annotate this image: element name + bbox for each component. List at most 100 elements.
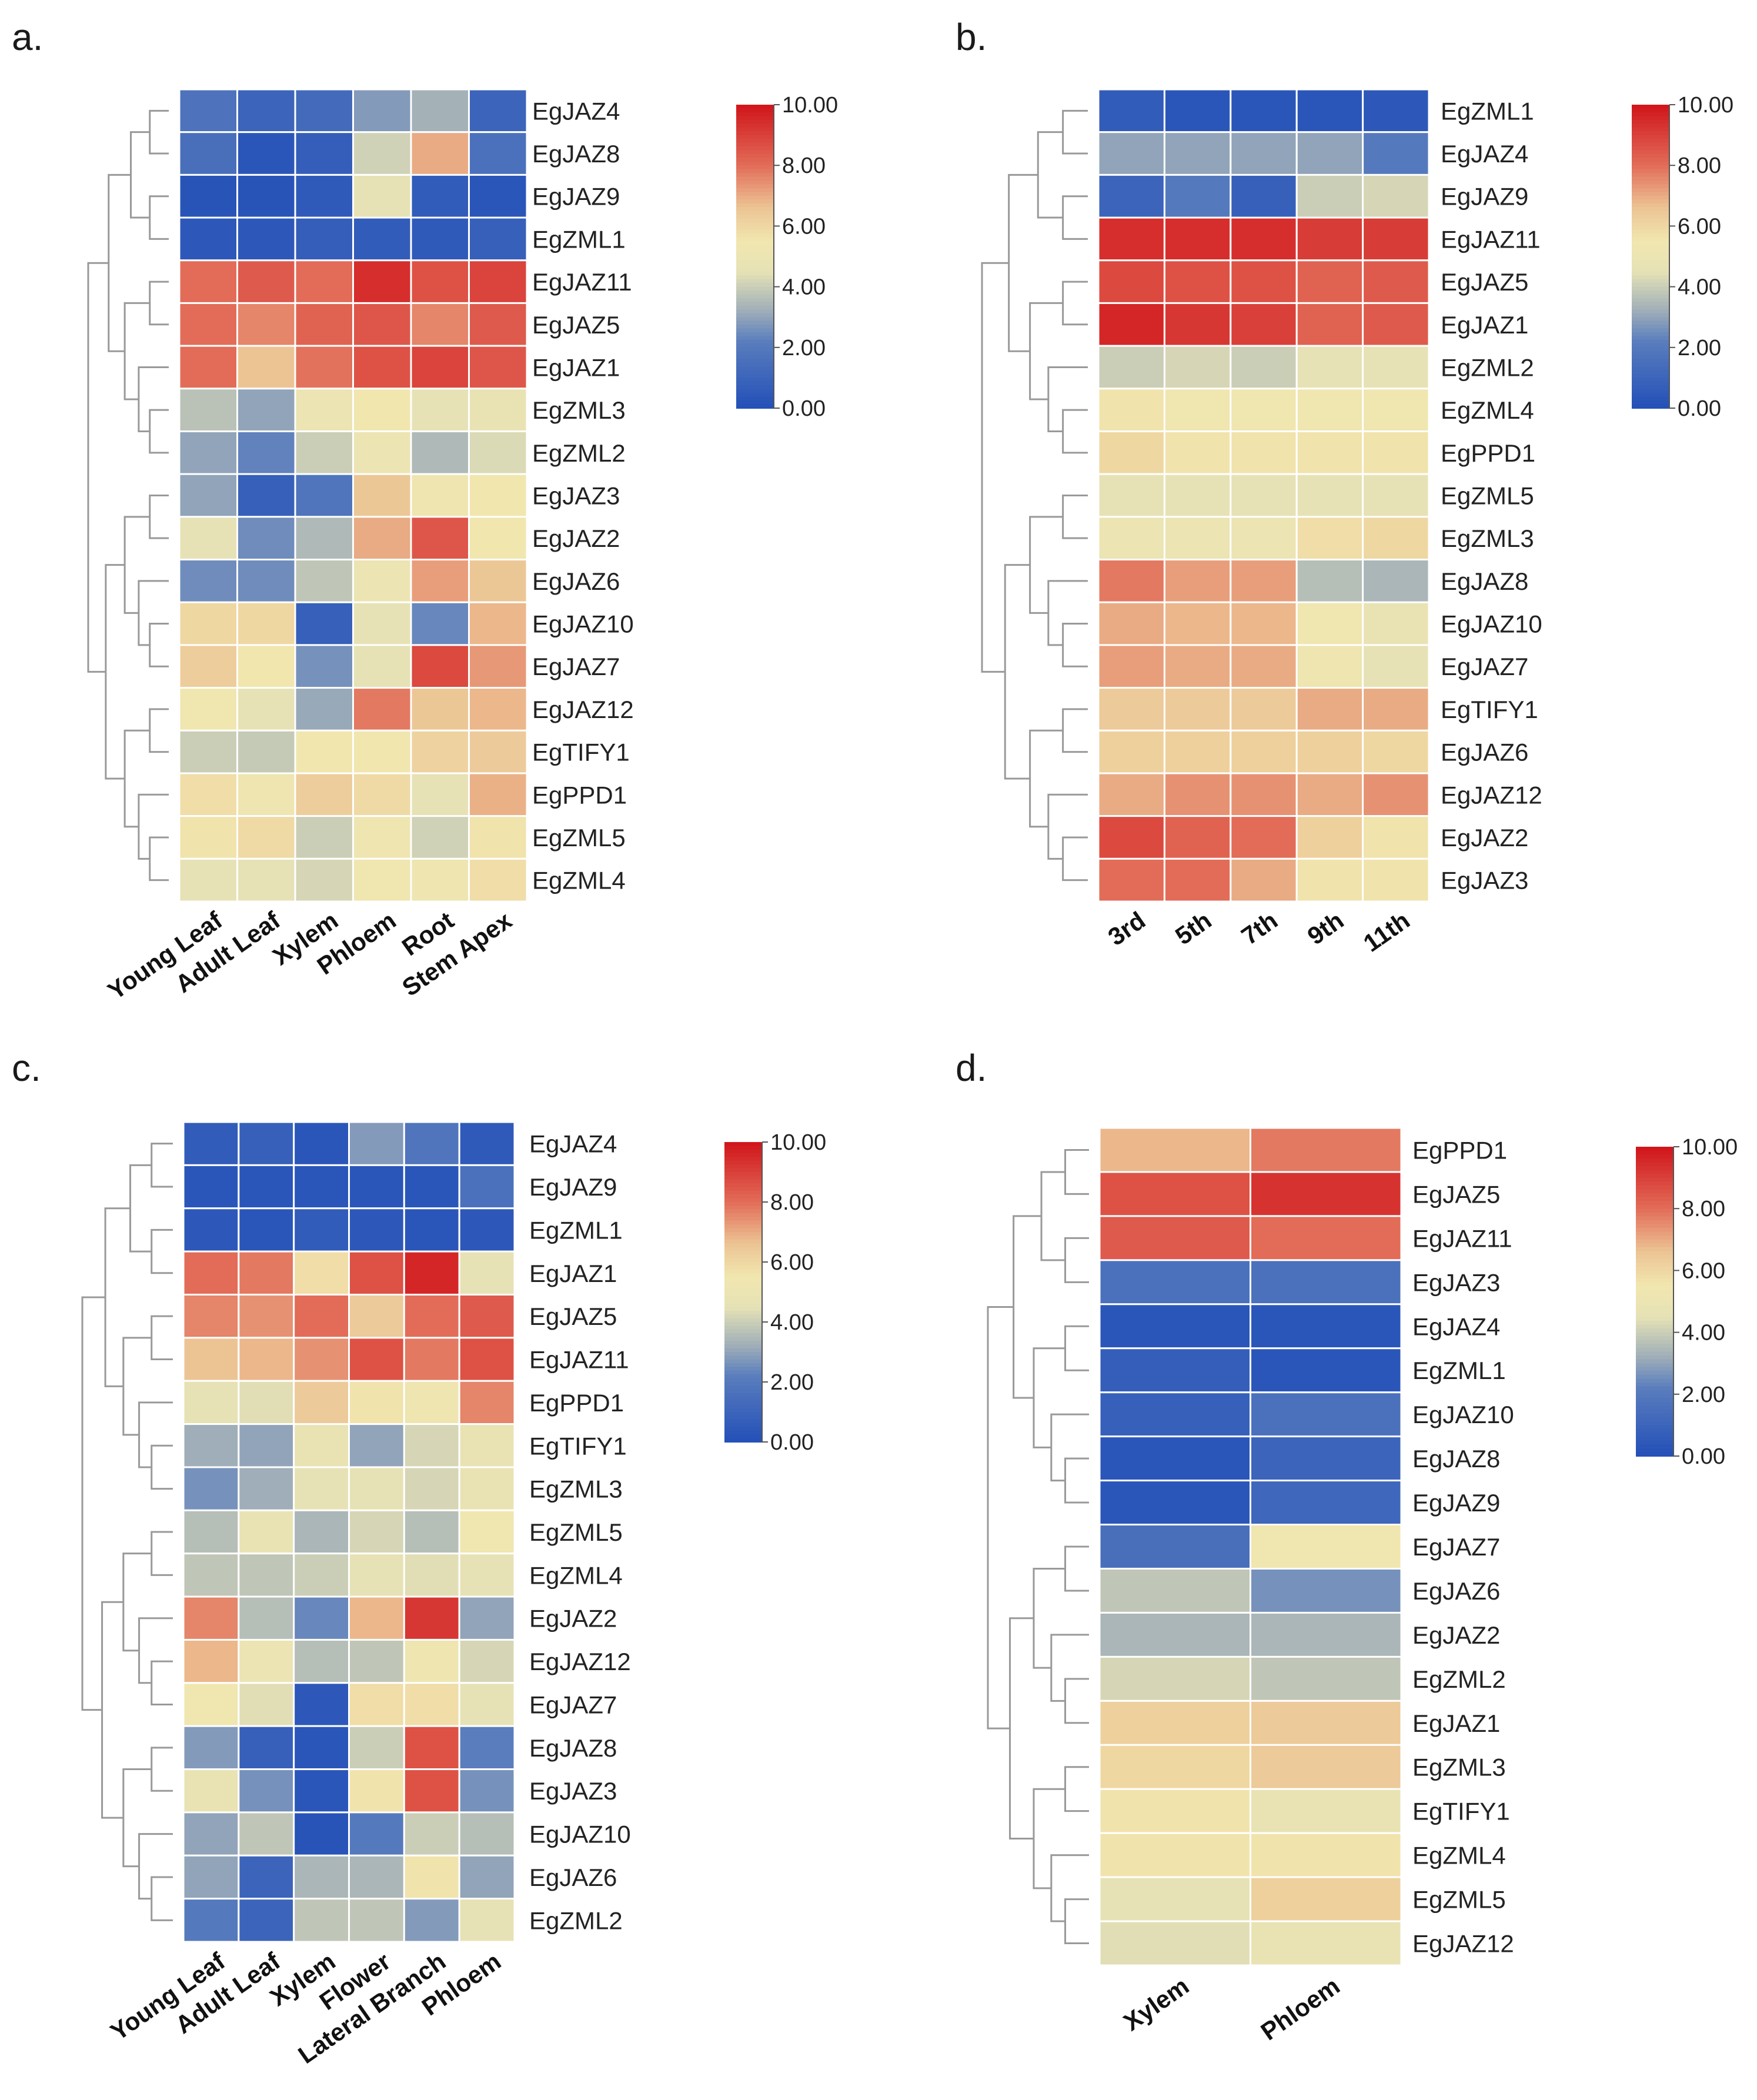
row-label: EgZML5: [529, 1518, 623, 1546]
legend-gradient-band: [1632, 153, 1669, 159]
heatmap-cell: [1163, 729, 1232, 774]
legend-gradient-band: [736, 328, 774, 333]
legend-gradient-band: [724, 1430, 762, 1435]
heatmap-cell: [1163, 516, 1232, 561]
heatmap-cell: [1230, 302, 1298, 347]
heatmap-cell: [403, 1898, 460, 1943]
legend-gradient-band: [736, 127, 774, 132]
heatmap-cell: [1097, 131, 1165, 176]
legend-gradient-band: [736, 279, 774, 284]
legend-tick-label: 8.00: [1678, 153, 1721, 178]
dendrogram-branch: [1064, 1457, 1089, 1504]
heatmap-cell: [293, 1768, 350, 1814]
heatmap-cell: [1098, 1832, 1251, 1878]
heatmap-cell: [403, 1423, 460, 1468]
heatmap-cell: [352, 473, 412, 518]
legend-gradient-band: [724, 1153, 762, 1158]
legend-gradient-band: [1632, 119, 1669, 125]
heatmap-cell: [238, 1509, 295, 1555]
legend-gradient-band: [724, 1382, 762, 1387]
heatmap-cell: [178, 88, 238, 133]
heatmap-cell: [178, 772, 238, 817]
legend-gradient-band: [736, 199, 774, 204]
heatmap-cell: [294, 473, 354, 518]
heatmap-cell: [352, 259, 412, 304]
legend-gradient-band: [1632, 181, 1669, 185]
legend-gradient-band: [1632, 385, 1669, 390]
row-label: EgJAZ11: [529, 1346, 629, 1374]
heatmap-cell: [403, 1466, 460, 1511]
heatmap-cell: [348, 1337, 405, 1382]
heatmap-cell: [403, 1337, 460, 1382]
heatmap-cell: [178, 601, 238, 646]
legend-gradient-band: [724, 1232, 762, 1237]
legend-gradient-band: [1636, 1328, 1674, 1333]
legend-gradient-band: [1636, 1440, 1674, 1445]
heatmap-cell: [468, 857, 528, 903]
heatmap-cell: [410, 430, 470, 475]
heatmap-cell: [1362, 388, 1430, 432]
legend-gradient-band: [736, 396, 774, 402]
legend-gradient-band: [736, 237, 774, 242]
dendrogram-branch: [1013, 1215, 1042, 1399]
heatmap-cell: [1163, 815, 1232, 860]
heatmap-cell: [236, 173, 296, 219]
heatmap-cell: [1362, 729, 1430, 774]
legend-gradient-band: [724, 1393, 762, 1398]
heatmap-cell: [468, 216, 528, 262]
legend-gradient-band: [724, 1149, 762, 1154]
legend-gradient-band: [736, 359, 774, 363]
heatmap-cell: [352, 601, 412, 646]
legend-gradient-band: [724, 1318, 762, 1323]
heatmap-cell: [410, 687, 470, 732]
legend-gradient-band: [736, 351, 774, 356]
legend-gradient-band: [724, 1164, 762, 1169]
heatmap-cell: [1295, 430, 1364, 475]
legend-gradient-band: [736, 370, 774, 375]
legend-gradient-band: [736, 381, 774, 386]
row-label: EgJAZ6: [1441, 739, 1528, 766]
legend-gradient-band: [1636, 1224, 1674, 1229]
legend-gradient-band: [1636, 1208, 1674, 1213]
legend-tick-label: 6.00: [782, 214, 826, 239]
heatmap-cell: [1295, 729, 1364, 774]
legend-gradient-band: [1636, 1147, 1674, 1151]
heatmap-cell: [1163, 88, 1232, 133]
row-label: EgPPD1: [1441, 439, 1535, 467]
heatmap-cell: [1362, 88, 1430, 133]
heatmap-cell: [1163, 430, 1232, 475]
legend-gradient-band: [1636, 1236, 1674, 1240]
legend-gradient-band: [724, 1183, 762, 1188]
legend-gradient-band: [1632, 275, 1669, 280]
heatmap-cell: [410, 559, 470, 603]
heatmap-cell: [403, 1725, 460, 1771]
dendrogram-branch: [149, 623, 169, 667]
heatmap-cell: [238, 1768, 295, 1814]
heatmap-cell: [236, 473, 296, 518]
legend-gradient-band: [724, 1172, 762, 1177]
heatmap-cell: [1362, 559, 1430, 603]
heatmap-cell: [458, 1725, 516, 1771]
legend-gradient-band: [1632, 359, 1669, 363]
legend-gradient-band: [1636, 1243, 1674, 1248]
heatmap-cell: [236, 345, 296, 390]
row-label: EgZML4: [1441, 396, 1534, 424]
legend-gradient-band: [724, 1239, 762, 1244]
legend-gradient-band: [736, 169, 774, 174]
legend-gradient-band: [1632, 362, 1669, 368]
dendrogram-branch: [149, 409, 169, 454]
row-label: EgJAZ2: [1441, 824, 1528, 852]
legend-gradient-band: [1636, 1220, 1674, 1225]
dendrogram-branch: [105, 564, 125, 780]
legend-gradient-band: [736, 332, 774, 337]
legend-gradient-band: [1636, 1290, 1674, 1294]
dendrogram-branch: [1064, 1545, 1089, 1592]
dendrogram-branch: [1029, 729, 1063, 828]
row-label: EgTIFY1: [532, 739, 630, 766]
row-label: EgJAZ12: [532, 696, 634, 723]
column-label: Xylem: [1118, 1972, 1194, 2036]
legend-gradient-band: [724, 1146, 762, 1150]
legend-gradient-band: [1636, 1356, 1674, 1360]
row-label: EgJAZ5: [1412, 1180, 1500, 1208]
